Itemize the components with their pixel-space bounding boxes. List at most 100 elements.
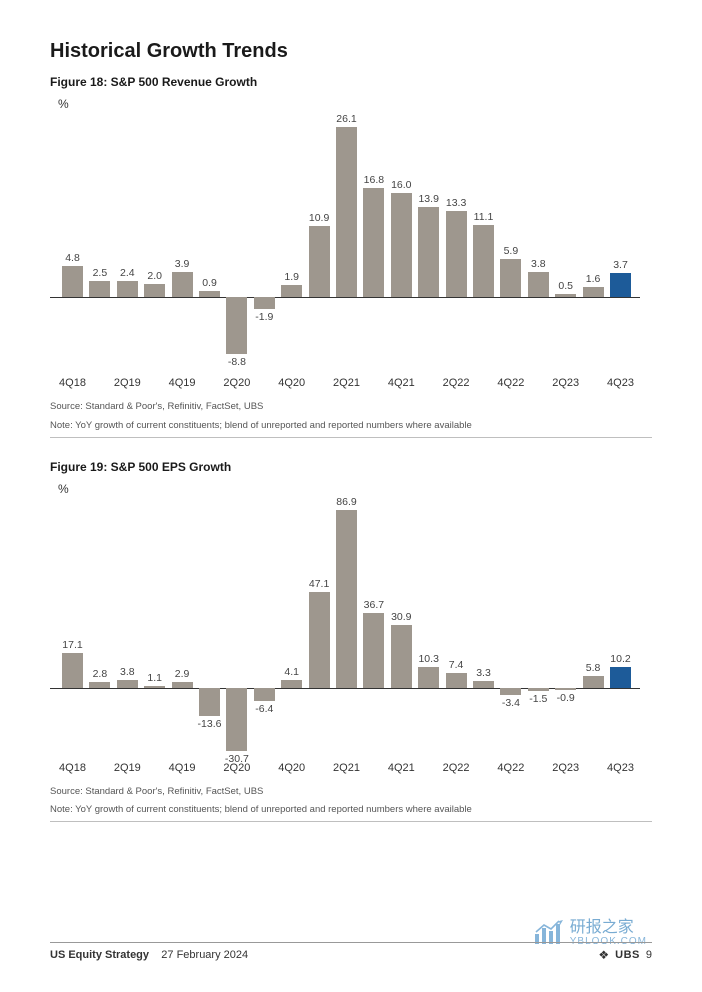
bar-value-label: 4.8 — [53, 252, 93, 264]
bar-1Q21: 10.9 — [309, 115, 330, 375]
bar-value-label: -0.9 — [546, 692, 586, 704]
chart2-plot: 17.12.83.81.12.9-13.6-30.7-6.44.147.186.… — [50, 500, 640, 760]
x-tick-2Q20: 2Q20 — [223, 762, 250, 774]
bar-rect — [199, 688, 220, 716]
x-tick-2Q23: 2Q23 — [552, 762, 579, 774]
x-tick-2Q22: 2Q22 — [443, 762, 470, 774]
bar-value-label: 30.9 — [381, 611, 421, 623]
bar-4Q22: -3.4 — [500, 500, 521, 760]
bar-value-label: 1.9 — [272, 271, 312, 283]
chart1-source: Source: Standard & Poor's, Refinitiv, Fa… — [50, 401, 652, 414]
bar-value-label: 10.2 — [601, 653, 641, 665]
bar-rect — [418, 207, 439, 297]
bar-value-label: 5.9 — [491, 245, 531, 257]
bar-3Q21: 36.7 — [363, 500, 384, 760]
bar-rect — [172, 682, 193, 688]
bar-3Q20: -1.9 — [254, 115, 275, 375]
bar-value-label: 3.7 — [601, 259, 641, 271]
bar-3Q20: -6.4 — [254, 500, 275, 760]
bar-4Q20: 1.9 — [281, 115, 302, 375]
x-tick-4Q18: 4Q18 — [59, 762, 86, 774]
bar-1Q22: 13.9 — [418, 115, 439, 375]
bar-4Q20: 4.1 — [281, 500, 302, 760]
bar-rect — [363, 188, 384, 297]
x-tick-4Q23: 4Q23 — [607, 762, 634, 774]
bar-4Q19: 3.9 — [172, 115, 193, 375]
bar-1Q20: -13.6 — [199, 500, 220, 760]
bar-rect — [528, 688, 549, 691]
x-tick-4Q20: 4Q20 — [278, 377, 305, 389]
bar-2Q21: 86.9 — [336, 500, 357, 760]
bar-rect — [254, 297, 275, 309]
x-tick-2Q22: 2Q22 — [443, 377, 470, 389]
bar-rect — [610, 273, 631, 297]
bar-2Q23: 0.5 — [555, 115, 576, 375]
bar-value-label: 86.9 — [327, 496, 367, 508]
bar-2Q20: -30.7 — [226, 500, 247, 760]
x-tick-4Q21: 4Q21 — [388, 762, 415, 774]
bar-rect — [226, 297, 247, 354]
bar-value-label: 10.9 — [299, 212, 339, 224]
bar-2Q21: 26.1 — [336, 115, 357, 375]
bar-2Q22: 13.3 — [446, 115, 467, 375]
x-tick-2Q19: 2Q19 — [114, 762, 141, 774]
bar-rect — [336, 127, 357, 297]
bar-rect — [144, 686, 165, 688]
ubs-logo-text: UBS — [615, 949, 640, 961]
watermark-cn: 研报之家 — [570, 920, 647, 937]
chart1-plot: 4.82.52.42.03.90.9-8.8-1.91.910.926.116.… — [50, 115, 640, 375]
bar-value-label: 11.1 — [464, 211, 504, 223]
page-footer: US Equity Strategy 27 February 2024 ❖ UB… — [50, 942, 652, 962]
bar-2Q19: 2.4 — [117, 115, 138, 375]
bar-rect — [555, 294, 576, 297]
bar-value-label: 1.6 — [573, 273, 613, 285]
bar-rect — [309, 226, 330, 297]
bar-value-label: 47.1 — [299, 578, 339, 590]
bar-value-label: 3.9 — [162, 258, 202, 270]
bar-1Q20: 0.9 — [199, 115, 220, 375]
bar-4Q23: 10.2 — [610, 500, 631, 760]
bar-rect — [309, 592, 330, 688]
bar-value-label: 3.3 — [464, 667, 504, 679]
x-tick-2Q21: 2Q21 — [333, 762, 360, 774]
bar-rect — [89, 682, 110, 688]
bar-4Q18: 17.1 — [62, 500, 83, 760]
bar-rect — [89, 281, 110, 297]
footer-strategy: US Equity Strategy — [50, 949, 149, 961]
bar-3Q22: 3.3 — [473, 500, 494, 760]
bar-2Q22: 7.4 — [446, 500, 467, 760]
bar-value-label: 3.8 — [518, 258, 558, 270]
x-tick-4Q18: 4Q18 — [59, 377, 86, 389]
bar-rect — [117, 281, 138, 297]
figure-19-title: Figure 19: S&P 500 EPS Growth — [50, 460, 652, 474]
bar-1Q22: 10.3 — [418, 500, 439, 760]
chart2-x-axis: 4Q182Q194Q192Q204Q202Q214Q212Q224Q222Q23… — [50, 762, 640, 780]
bar-value-label: 2.9 — [162, 668, 202, 680]
bar-rect — [583, 676, 604, 688]
chart2-y-unit: % — [58, 482, 640, 496]
chart1-note: Note: YoY growth of current constituents… — [50, 420, 652, 433]
bar-value-label: -8.8 — [217, 356, 257, 368]
bar-3Q23: 1.6 — [583, 115, 604, 375]
bar-4Q23: 3.7 — [610, 115, 631, 375]
bar-2Q20: -8.8 — [226, 115, 247, 375]
bar-value-label: 26.1 — [327, 113, 367, 125]
figure-19: Figure 19: S&P 500 EPS Growth % 17.12.83… — [50, 460, 652, 823]
bar-1Q19: 2.8 — [89, 500, 110, 760]
bar-1Q23: 3.8 — [528, 115, 549, 375]
bar-rect — [144, 284, 165, 297]
bar-value-label: 17.1 — [53, 639, 93, 651]
bar-rect — [446, 211, 467, 297]
x-tick-4Q22: 4Q22 — [497, 377, 524, 389]
bar-3Q21: 16.8 — [363, 115, 384, 375]
bar-rect — [473, 681, 494, 688]
figure-18: Figure 18: S&P 500 Revenue Growth % 4.82… — [50, 75, 652, 438]
bar-4Q21: 16.0 — [391, 115, 412, 375]
bar-rect — [199, 291, 220, 297]
bar-rect — [555, 688, 576, 690]
ubs-logo-icon: ❖ — [598, 948, 609, 962]
bar-3Q19: 2.0 — [144, 115, 165, 375]
bar-4Q22: 5.9 — [500, 115, 521, 375]
bar-value-label: 36.7 — [354, 599, 394, 611]
x-tick-2Q19: 2Q19 — [114, 377, 141, 389]
